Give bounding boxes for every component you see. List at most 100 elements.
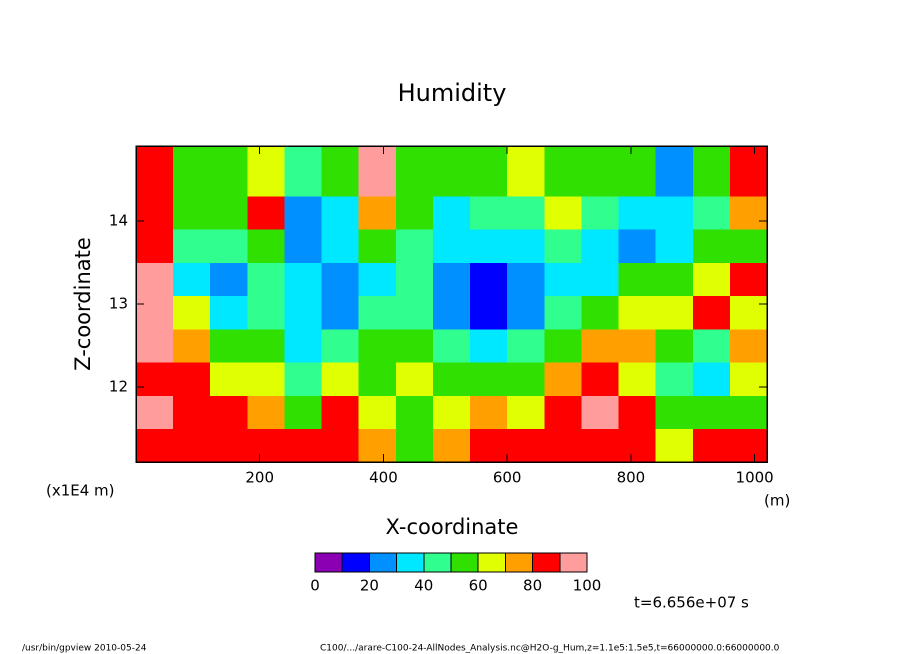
y-tick-label: 14 bbox=[109, 211, 128, 229]
x-tick-label: 400 bbox=[369, 469, 398, 487]
heat-cell bbox=[432, 428, 471, 463]
heat-cell bbox=[136, 295, 174, 330]
heat-cell bbox=[210, 262, 248, 297]
heat-cell bbox=[544, 362, 582, 396]
heat-cell bbox=[284, 362, 323, 396]
heat-cell bbox=[247, 328, 285, 363]
heat-cell bbox=[544, 295, 582, 330]
heat-cell bbox=[470, 295, 508, 330]
heat-cell bbox=[581, 195, 620, 230]
heat-cell bbox=[729, 362, 768, 396]
heat-cell bbox=[470, 428, 508, 463]
heat-cell bbox=[173, 295, 211, 330]
y-axis-unit: (x1E4 m) bbox=[46, 482, 115, 500]
heat-cell bbox=[432, 295, 471, 330]
heat-cell bbox=[284, 262, 323, 297]
heat-cell bbox=[618, 428, 657, 463]
heat-cell bbox=[581, 428, 620, 463]
heat-cell bbox=[247, 295, 285, 330]
heat-cell bbox=[173, 395, 211, 430]
heat-cell bbox=[544, 262, 582, 297]
heat-cell bbox=[692, 362, 731, 396]
heat-cell bbox=[247, 395, 285, 430]
heat-cell bbox=[655, 146, 694, 197]
heat-cell bbox=[692, 262, 731, 297]
colorbar-cell bbox=[341, 552, 370, 573]
colorbar-cell bbox=[504, 552, 534, 573]
heat-cell bbox=[618, 395, 657, 430]
heat-cell bbox=[173, 229, 211, 263]
heat-cell bbox=[136, 262, 174, 297]
heat-cell bbox=[395, 362, 434, 396]
heat-cell bbox=[210, 195, 248, 230]
x-axis-label: X-coordinate bbox=[386, 515, 519, 539]
heat-cell bbox=[358, 262, 397, 297]
heat-cell bbox=[618, 362, 657, 396]
heat-cell bbox=[692, 295, 731, 330]
heat-cell bbox=[692, 195, 731, 230]
heat-cell bbox=[173, 195, 211, 230]
heat-cell bbox=[507, 146, 545, 197]
heat-cell bbox=[655, 395, 694, 430]
heat-cell bbox=[544, 395, 582, 430]
colorbar-cell bbox=[368, 552, 398, 573]
heat-cell bbox=[544, 195, 582, 230]
heat-cell bbox=[581, 146, 620, 197]
colorbar-cell bbox=[450, 552, 479, 573]
heat-cell bbox=[136, 395, 174, 430]
heat-cell bbox=[358, 362, 397, 396]
heat-cell bbox=[395, 146, 434, 197]
heat-cell bbox=[507, 328, 545, 363]
time-note: t=6.656e+07 s bbox=[634, 594, 749, 612]
heat-cell bbox=[507, 295, 545, 330]
heat-cell bbox=[321, 295, 360, 330]
heat-cell bbox=[507, 262, 545, 297]
heat-cell bbox=[432, 146, 471, 197]
colorbar-cell bbox=[559, 552, 588, 573]
heat-cell bbox=[358, 395, 397, 430]
heat-cell bbox=[470, 262, 508, 297]
heat-cell bbox=[581, 295, 620, 330]
heat-cell bbox=[470, 229, 508, 263]
heat-cell bbox=[655, 229, 694, 263]
heat-cell bbox=[358, 328, 397, 363]
heat-cell bbox=[210, 328, 248, 363]
y-tick-label: 12 bbox=[109, 378, 128, 396]
heat-cell bbox=[432, 195, 471, 230]
heat-cell bbox=[432, 362, 471, 396]
heat-cell bbox=[358, 428, 397, 463]
heat-cell bbox=[284, 195, 323, 230]
heat-cell bbox=[358, 295, 397, 330]
colorbar-cell bbox=[396, 552, 425, 573]
heat-cell bbox=[692, 328, 731, 363]
heat-cell bbox=[284, 395, 323, 430]
colorbar-tick-label: 80 bbox=[523, 577, 542, 595]
heat-cell bbox=[581, 395, 620, 430]
heat-cell bbox=[544, 328, 582, 363]
heat-cell bbox=[321, 362, 360, 396]
heat-cell bbox=[210, 146, 248, 197]
heat-cell bbox=[395, 295, 434, 330]
heat-cell bbox=[321, 229, 360, 263]
heat-cell bbox=[284, 146, 323, 197]
x-tick-label: 600 bbox=[493, 469, 522, 487]
heat-cell bbox=[618, 229, 657, 263]
heat-cell bbox=[284, 328, 323, 363]
heat-cell bbox=[321, 395, 360, 430]
heat-cell bbox=[655, 362, 694, 396]
y-axis-label: Z-coordinate bbox=[71, 237, 95, 371]
colorbar-tick-label: 60 bbox=[469, 577, 488, 595]
heat-cell bbox=[210, 428, 248, 463]
heat-cell bbox=[432, 229, 471, 263]
heat-cell bbox=[136, 195, 174, 230]
heat-cell bbox=[729, 195, 768, 230]
heat-cell bbox=[507, 395, 545, 430]
y-tick-label: 13 bbox=[109, 295, 128, 313]
heat-cell bbox=[729, 328, 768, 363]
footer-left: /usr/bin/gpview 2010-05-24 bbox=[22, 644, 147, 654]
heat-cell bbox=[470, 146, 508, 197]
heat-cell bbox=[321, 328, 360, 363]
colorbar-tick-label: 40 bbox=[414, 577, 433, 595]
heat-cell bbox=[581, 362, 620, 396]
heat-cell bbox=[395, 328, 434, 363]
